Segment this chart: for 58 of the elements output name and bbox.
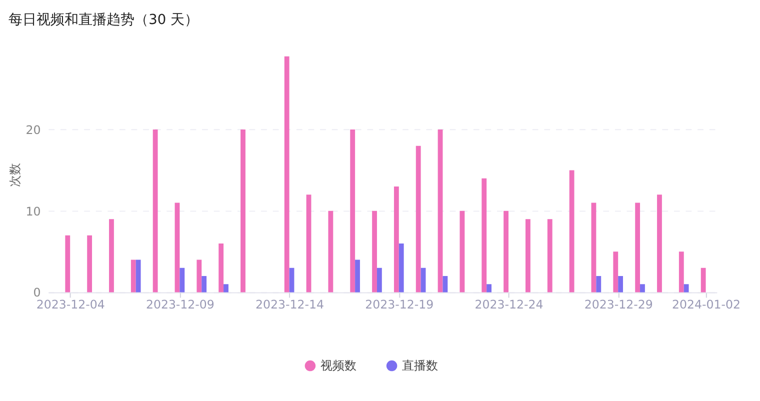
bar [460, 210, 465, 292]
x-tick-label: 2023-12-24 [474, 298, 544, 312]
bar [196, 260, 202, 292]
bar [635, 202, 640, 292]
bar [180, 268, 185, 292]
x-tick-label: 2023-12-19 [365, 298, 434, 312]
bar [684, 284, 689, 292]
bar [202, 276, 207, 292]
bar [526, 219, 530, 292]
bar [416, 146, 421, 292]
bar [591, 202, 596, 292]
bar [152, 130, 158, 292]
y-tick-label: 0 [33, 286, 41, 300]
bar [350, 130, 356, 292]
x-tick-label: 2023-12-04 [36, 298, 105, 312]
bar [289, 268, 294, 292]
bar [618, 276, 624, 292]
bar [420, 268, 426, 292]
chart-title: 每日视频和直播趋势（30 天） [8, 12, 198, 28]
bar [398, 243, 404, 292]
x-tick-label: 2023-12-09 [146, 298, 214, 312]
bar [482, 178, 487, 292]
bar [678, 252, 684, 292]
bar [328, 210, 334, 292]
x-tick-label: 2023-12-14 [256, 298, 324, 312]
bar [700, 268, 706, 292]
bar [109, 219, 114, 292]
bar [657, 194, 662, 292]
y-tick-label: 10 [26, 204, 41, 218]
bar [87, 235, 92, 292]
bar [240, 130, 246, 292]
bar [569, 170, 574, 292]
x-tick-label: 2024-01-02 [672, 298, 741, 312]
bar [284, 56, 290, 292]
bar [394, 186, 399, 292]
bar [218, 243, 224, 292]
bar [442, 276, 448, 292]
bar [547, 219, 552, 292]
bar [486, 284, 492, 292]
bar [355, 260, 360, 292]
bar [504, 210, 508, 292]
bar [130, 260, 136, 292]
x-tick-label: 2023-12-29 [584, 298, 653, 312]
bar [136, 260, 141, 292]
y-axis-title: 次数 [8, 162, 22, 187]
bar [372, 210, 377, 292]
bar [224, 284, 228, 292]
legend-label: 视频数 [320, 358, 357, 373]
bar [596, 276, 602, 292]
bar [376, 268, 382, 292]
legend-label: 直播数 [402, 358, 438, 373]
y-tick-label: 20 [26, 122, 41, 137]
bar [613, 252, 618, 292]
bar [438, 130, 443, 292]
bar [174, 202, 180, 292]
bar [65, 235, 70, 292]
bar [640, 284, 645, 292]
bar [306, 194, 312, 292]
